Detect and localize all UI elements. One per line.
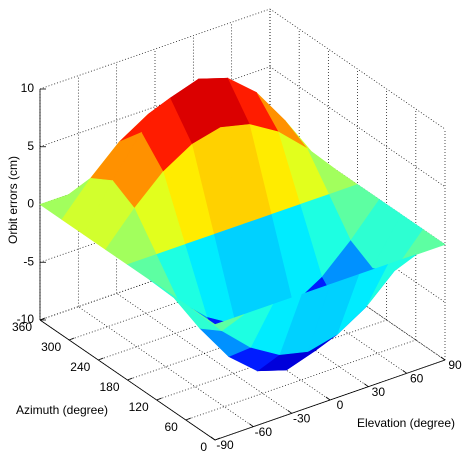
z-tick-label: 10: [21, 81, 35, 95]
z-tick-label: -5: [23, 254, 34, 268]
y-tick-label: 0: [337, 398, 344, 412]
surface-patch: [192, 309, 244, 332]
x-tick-label: 0: [200, 440, 207, 453]
tick-mark: [98, 357, 104, 361]
tick-mark: [402, 370, 407, 374]
x-axis-label: Azimuth (degree): [16, 403, 108, 417]
tick-mark: [69, 337, 75, 341]
y-tick-label: 60: [410, 372, 424, 386]
z-tick-label: 0: [27, 197, 34, 211]
x-tick-label: 180: [99, 380, 119, 394]
y-tick-label: 90: [448, 358, 462, 372]
tick-mark: [440, 356, 446, 361]
y-tick-label: 30: [372, 385, 386, 399]
tick-mark: [214, 437, 221, 441]
tick-mark: [249, 423, 254, 427]
tick-mark: [185, 417, 191, 421]
tick-mark: [364, 383, 369, 387]
z-tick-label: -10: [17, 312, 35, 326]
tick-mark: [210, 436, 216, 441]
y-tick-label: -30: [293, 412, 311, 426]
y-axis-label: Elevation (degree): [357, 416, 455, 430]
tick-mark: [287, 410, 292, 414]
tick-mark: [127, 377, 133, 381]
y-tick-label: -90: [216, 438, 234, 452]
x-tick-label: 240: [70, 360, 90, 374]
x-tick-label: 300: [41, 340, 61, 354]
z-axis-label: Orbit errors (cm): [6, 156, 20, 244]
x-tick-label: 120: [129, 400, 149, 414]
y-tick-label: -60: [255, 425, 273, 439]
tick-mark: [156, 397, 162, 401]
x-tick-label: 360: [12, 320, 32, 334]
x-tick-label: 60: [164, 420, 178, 434]
tick-mark: [39, 317, 46, 321]
z-tick-label: 5: [27, 139, 34, 153]
tick-mark: [325, 396, 331, 401]
